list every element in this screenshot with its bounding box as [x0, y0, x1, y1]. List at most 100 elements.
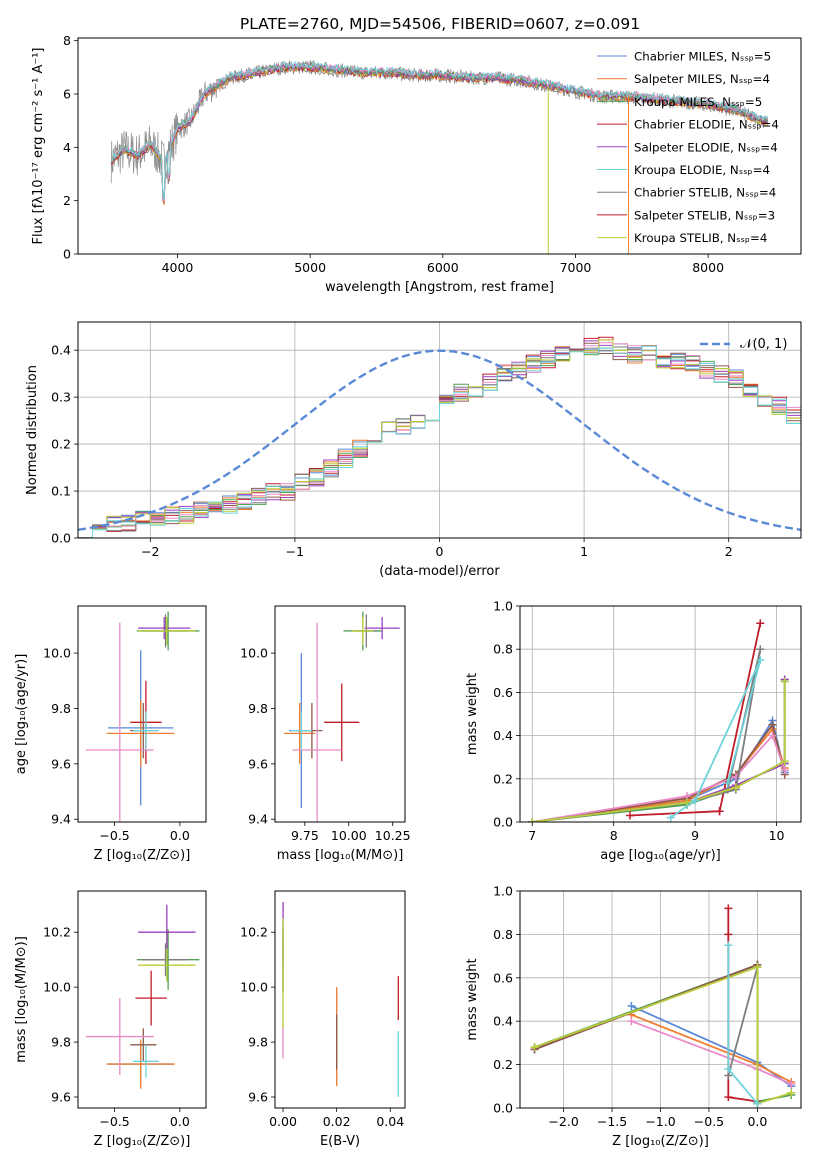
- y-tick-label: 2: [63, 193, 71, 208]
- y-tick-label: 9.8: [248, 701, 268, 716]
- y-tick-label: 0.0: [493, 815, 513, 830]
- mass-weight-marker: [780, 766, 789, 775]
- plot-area: [110, 59, 769, 254]
- x-tick-label: 0.02: [323, 1114, 351, 1129]
- x-axis-label: Z [log₁₀(Z/Z⊙)]: [94, 1134, 191, 1149]
- y-tick-label: 1.0: [493, 884, 513, 899]
- axes-frame: [274, 890, 406, 1109]
- mass-weight-marker: [724, 941, 733, 950]
- x-tick-label: 8000: [692, 260, 724, 275]
- axes-frame: [519, 605, 802, 823]
- plot-area: [528, 619, 789, 822]
- data-point-errorbar: [138, 948, 196, 982]
- mass-weight-vs-age-chart: 7 8 9 10 0.0 0.2 0.4 0.6 0.8 1.0 age [log₁₀(age/yr…: [465, 599, 802, 863]
- data-point-errorbar: [138, 617, 196, 645]
- mass-weight-marker: [627, 1002, 636, 1011]
- legend-entry: Chabrier ELODIE, Nₛₛₚ=4: [634, 118, 779, 132]
- y-tick-label: 10.0: [240, 980, 268, 995]
- y-tick-label: 6: [63, 87, 71, 102]
- axes-frame: [77, 890, 207, 1109]
- axes-frame: [274, 605, 406, 823]
- x-axis-label: age [log₁₀(age/yr)]: [600, 848, 721, 863]
- legend-entry: 𝒩(0, 1): [740, 337, 787, 352]
- y-tick-label: 0.6: [493, 685, 513, 700]
- data-point-errorbar: [132, 711, 159, 750]
- y-tick-label: 0.2: [51, 437, 71, 452]
- x-tick-label: −1.5: [597, 1114, 627, 1129]
- y-axis-label: mass [log₁₀(M/M⊙)]: [14, 936, 29, 1063]
- data-point-errorbar: [130, 1028, 157, 1062]
- x-tick-label: −1: [286, 544, 304, 559]
- mass-weight-marker: [691, 796, 700, 805]
- figure-title: PLATE=2760, MJD=54506, FIBERID=0607, z=0…: [240, 15, 640, 33]
- residual-histogram-step: [78, 342, 801, 538]
- data-point-errorbar: [324, 683, 360, 762]
- mass-weight-marker: [756, 619, 765, 628]
- mass-weight-series-line: [727, 908, 758, 1103]
- age-vs-Z-chart: −0.5 0.0 9.4 9.6 9.8 10.0 Z [log₁₀(Z/Z⊙)] age […: [14, 605, 207, 863]
- data-point-errorbar: [142, 943, 190, 977]
- x-tick-label: 10: [769, 828, 785, 843]
- mass-weight-marker: [528, 818, 537, 822]
- mass-vs-EBV-chart: 0.00 0.02 0.04 9.6 9.8 10.0 10.2 E(B-V): [240, 890, 406, 1149]
- y-tick-label: 9.6: [51, 1090, 71, 1105]
- mass-weight-series-line: [670, 659, 762, 819]
- y-axis-label: Normed distribution: [25, 365, 40, 495]
- x-tick-label: 10.00: [331, 828, 367, 843]
- mass-weight-vs-Z-chart: −2.0 −1.5 −1.0 −0.5 0.0 0.0 0.2 0.4 0.6 0.8 1.0 Z […: [465, 884, 802, 1149]
- y-tick-label: 9.8: [248, 1035, 268, 1050]
- y-tick-label: 10.2: [43, 925, 71, 940]
- legend-entry: Salpeter STELIB, Nₛₛₚ=3: [634, 208, 775, 222]
- y-tick-label: 0.4: [51, 343, 71, 358]
- data-point-errorbar: [138, 617, 191, 640]
- y-tick-label: 9.4: [51, 812, 71, 827]
- mass-weight-marker: [627, 1017, 636, 1026]
- x-tick-label: 5000: [294, 260, 326, 275]
- mass-weight-marker: [753, 962, 762, 971]
- x-axis-label: (data-model)/error: [379, 564, 500, 579]
- y-axis-label: mass weight: [465, 673, 480, 755]
- x-tick-label: −0.5: [694, 1114, 724, 1129]
- x-tick-label: 9.75: [291, 828, 319, 843]
- y-tick-label: 0.3: [51, 390, 71, 405]
- residual-histogram-step: [78, 345, 801, 538]
- mass-weight-series-line: [534, 965, 792, 1105]
- x-tick-label: 2: [725, 544, 733, 559]
- mass-weight-marker: [724, 930, 733, 939]
- x-tick-label: 0.04: [376, 1114, 404, 1129]
- plot-area: [85, 611, 200, 822]
- mass-weight-marker: [625, 811, 634, 820]
- x-axis-label: wavelength [Angstrom, rest frame]: [325, 280, 554, 295]
- mass-weight-marker: [787, 1088, 796, 1097]
- mass-weight-marker: [715, 807, 724, 816]
- x-tick-label: 6000: [427, 260, 459, 275]
- y-tick-label: 0.1: [51, 484, 71, 499]
- x-tick-label: −2: [141, 544, 159, 559]
- y-tick-label: 1.0: [493, 599, 513, 614]
- mass-weight-marker: [768, 731, 777, 740]
- legend-entry: Kroupa STELIB, Nₛₛₚ=4: [634, 231, 767, 245]
- plot-area: [530, 904, 796, 1108]
- y-tick-label: 0.0: [493, 1101, 513, 1116]
- y-tick-label: 9.6: [248, 756, 268, 771]
- data-point-errorbar: [106, 700, 175, 767]
- mass-weight-series-line: [631, 1020, 792, 1085]
- spectrum-chart: 4000 5000 6000 7000 8000 0 2 4 6 8 wavelength [Ang…: [31, 33, 802, 295]
- x-tick-label: 9: [691, 828, 699, 843]
- y-tick-label: 0.8: [493, 642, 513, 657]
- mass-weight-marker: [724, 1064, 733, 1073]
- y-tick-label: 0.6: [493, 970, 513, 985]
- data-point-errorbar: [290, 711, 312, 750]
- x-tick-label: 1: [580, 544, 588, 559]
- mass-weight-marker: [753, 1099, 762, 1108]
- y-tick-label: 9.6: [51, 756, 71, 771]
- y-tick-label: 8: [63, 33, 71, 48]
- legend-entry: Chabrier STELIB, Nₛₛₚ=4: [634, 186, 776, 200]
- x-tick-label: 10.25: [375, 828, 411, 843]
- data-point-errorbar: [364, 617, 400, 640]
- y-tick-label: 0.4: [493, 1014, 513, 1029]
- data-point-errorbar: [85, 998, 154, 1076]
- axes-frame: [77, 605, 207, 823]
- x-axis-label: mass [log₁₀(M/M⊙)]: [277, 848, 404, 863]
